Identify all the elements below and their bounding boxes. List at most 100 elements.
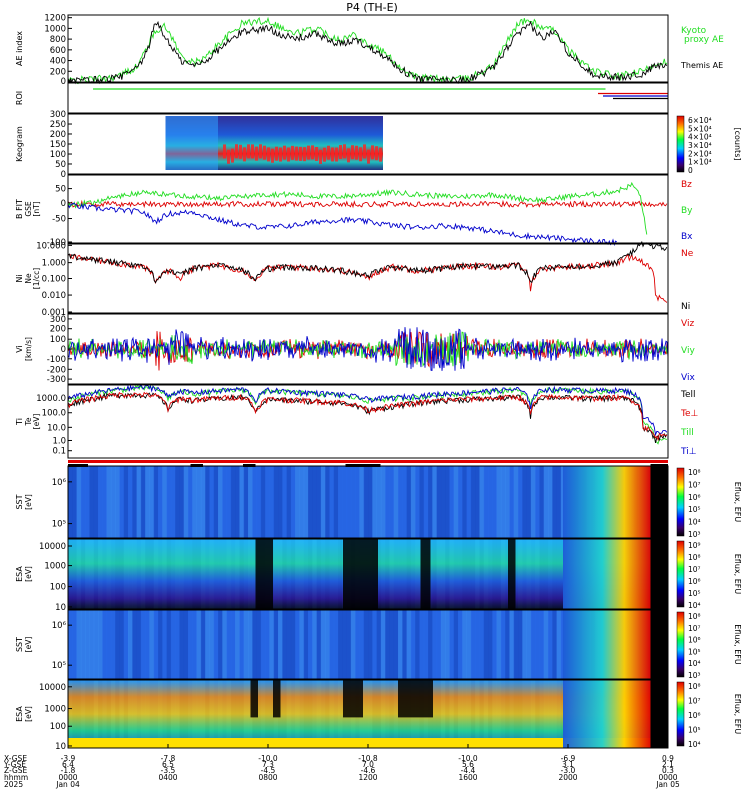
legend-label: Ni [681,302,690,312]
y-tick-label: 100 [50,722,66,732]
sst_e-strip [552,466,558,538]
sst_i-strip [526,610,532,679]
bfield-frame [67,174,669,244]
sst_e-strip [192,466,198,538]
sst_i-strip [93,610,99,679]
sst_e-strip [530,466,536,538]
sst_i-strip [235,610,240,679]
axis-tick-value: -3.9 [61,754,76,763]
colorbar-tick-label: 10⁵ [688,505,701,514]
axis-tick-value: -4.4 [461,766,476,775]
axis-tick-value: -1.8 [61,766,76,775]
sst_e-strip [98,466,103,538]
sst_i-strip [269,610,275,679]
sst_e-strip [175,466,180,538]
sst_e-strip [350,466,356,538]
legend-label: Bz [681,180,692,190]
sst_e-strip [423,466,429,538]
sst_e-strip [526,466,532,538]
axis-row-label: Z-GSE [4,766,28,775]
ae-frame [67,14,669,83]
sst_e-strip [128,466,133,538]
sst_e-strip [312,466,318,538]
sst_e-strip [158,466,163,538]
sst_e-strip [458,466,463,538]
keogram-aurora-patch [279,147,282,162]
sst_e-strip [136,466,142,538]
sst_e-strip [389,466,395,538]
keogram-aurora-patch [227,149,230,164]
y-tick-label: 0 [61,170,66,180]
series-viz-line [67,331,669,371]
sst_i-strip [552,610,558,679]
sst_e-strip [505,466,510,538]
y-tick-label: -100 [47,355,66,365]
y-axis-label: Ti [15,418,24,426]
sst_e-strip [492,466,498,538]
sst_i-strip [393,610,399,679]
sst_e-edge-dark [650,466,668,538]
y-tick-label: 300 [50,315,66,325]
axis-tick-value: -10.0 [458,754,478,763]
esa_e-hot-region [563,539,651,609]
sst_i-strip [479,610,485,679]
sst_i-strip [162,610,168,679]
sst_e-strip [393,466,399,538]
sst_e-strip [123,466,129,538]
keogram-aurora-patch [271,148,274,163]
colorbar-tick-label: 10⁶ [688,493,701,502]
esa_i-hot-region [563,680,651,748]
y-axis-unit: [eV] [24,706,33,722]
mode-bar-black [243,464,256,467]
sst_i-strip [556,610,562,679]
sst_i-strip [432,610,438,679]
sst_e-strip [333,466,339,538]
sst_i-strip [98,610,103,679]
sst_i-strip [325,610,330,679]
sst_e-strip [153,466,159,538]
sst_e-strip [440,466,446,538]
colorbar-tick-label: 2×10⁴ [688,149,712,158]
sst_e-strip [218,466,223,538]
esa_e-edge-dark [650,539,668,609]
sst_i-strip [166,610,172,679]
axis-tick-value: -3.5 [161,766,176,775]
esa_i-gap [250,680,258,718]
sst_e-strip [372,466,378,538]
sst_i-strip [359,610,365,679]
axis-tick-value: 1600 [458,773,477,782]
sst_i-strip [389,610,395,679]
y-axis-unit: [eV] [24,566,33,582]
sst_e-strip [488,466,493,538]
sst_i-strip [243,610,249,679]
y-axis-unit: [km/s] [24,337,33,361]
sst_e-strip [200,466,206,538]
y-tick-label: 1000 [44,705,66,715]
sst_i-strip [363,610,369,679]
legend-label: Bx [681,232,693,242]
esa-i-yellow-floor [68,738,668,748]
sst_i-strip [368,610,373,679]
sst_e-strip [380,466,386,538]
sst_e-strip [548,466,553,538]
sst_e-strip [76,466,82,538]
sst_i-strip [102,610,108,679]
sst_i-strip [106,610,112,679]
sst_e-strip [445,466,450,538]
y-tick-label: -300 [47,375,66,385]
sst_e-strip [415,466,420,538]
sst_e-strip [256,466,262,538]
sst_e-strip [205,466,210,538]
sst_e-strip [188,466,193,538]
sst_e-strip [509,466,515,538]
sst_i-hot-region [563,610,651,679]
axis-tick-value: 7.3 [262,760,274,769]
keogram-aurora-patch [347,148,350,163]
y-tick-label: 10⁵ [52,661,66,671]
y-axis-unit: [eV] [32,414,41,430]
keogram-aurora-patch [339,145,342,160]
y-tick-label: 1000 [44,562,66,572]
axis-tick-value: 2.1 [662,760,674,769]
legend-label: Ti⊥ [680,447,697,457]
